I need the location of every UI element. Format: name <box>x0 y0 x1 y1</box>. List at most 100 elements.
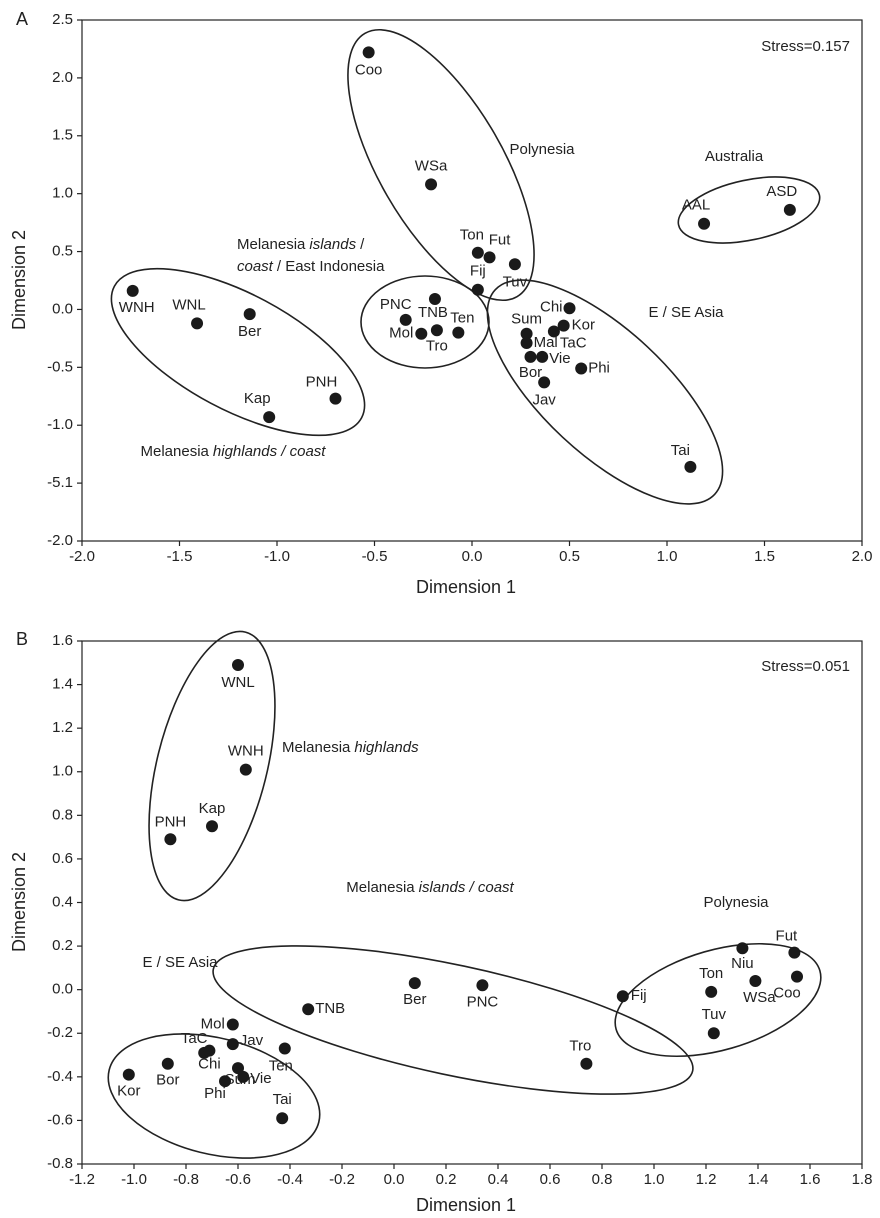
point-label: Coo <box>773 985 801 1002</box>
point-label: Ten <box>269 1057 293 1074</box>
group-ellipse <box>677 176 821 244</box>
point <box>232 1062 244 1075</box>
point <box>126 284 139 297</box>
y-tick-label: 1.6 <box>52 632 73 649</box>
x-tick-label: -0.6 <box>225 1171 251 1188</box>
point <box>263 411 276 424</box>
point-label: PNC <box>467 993 499 1010</box>
x-tick-label: -1.0 <box>264 548 290 565</box>
y-tick-label: 0.2 <box>52 937 73 954</box>
point <box>476 979 489 992</box>
point <box>408 977 421 990</box>
point <box>164 833 177 846</box>
group-label-part: / <box>360 236 365 253</box>
point-label: Tro <box>569 1038 591 1055</box>
group-label: Melanesia islands / coast <box>346 879 514 896</box>
x-tick-label: -0.8 <box>173 1171 199 1188</box>
y-tick-label: -0.4 <box>47 1068 73 1085</box>
point <box>483 251 496 264</box>
point-label: TNB <box>315 1000 345 1017</box>
point <box>237 1070 250 1083</box>
y-tick-label: 1.4 <box>52 676 73 693</box>
point <box>557 319 570 332</box>
group-ellipse <box>360 275 490 369</box>
point-label: Kor <box>572 317 595 334</box>
point <box>452 326 465 339</box>
y-tick-label: 0.8 <box>52 806 73 823</box>
point <box>239 763 252 776</box>
x-tick-label: 1.6 <box>800 1171 821 1188</box>
point <box>508 258 521 271</box>
point-label: AAL <box>682 197 710 214</box>
point <box>161 1057 174 1070</box>
x-axis-title: Dimension 1 <box>416 577 516 597</box>
point-label: Jav <box>240 1032 264 1049</box>
x-tick-label: 1.4 <box>748 1171 769 1188</box>
x-tick-label: 0.6 <box>540 1171 561 1188</box>
point-label: TaC <box>181 1030 208 1047</box>
group-label-part: coast <box>237 258 274 275</box>
y-tick-label: -0.2 <box>47 1024 73 1041</box>
group-label-part: / East Indonesia <box>277 258 385 275</box>
group-label-part: Melanesia <box>141 443 210 460</box>
group-label-part: highlands / coast <box>213 443 326 460</box>
point <box>471 246 484 259</box>
y-tick-label: 0.5 <box>52 243 73 260</box>
y-tick-label: -0.5 <box>47 358 73 375</box>
x-axis-title: Dimension 1 <box>416 1195 516 1215</box>
point-label: Ton <box>460 227 484 244</box>
point <box>736 942 749 955</box>
y-tick-label: 1.5 <box>52 127 73 144</box>
x-tick-label: -2.0 <box>69 548 95 565</box>
x-tick-label: -0.2 <box>329 1171 355 1188</box>
x-tick-label: -1.5 <box>167 548 193 565</box>
point <box>226 1038 239 1051</box>
point <box>536 350 549 363</box>
panel-label: A <box>16 9 28 29</box>
group-label-part: highlands <box>354 739 419 756</box>
point <box>788 946 801 959</box>
point-label: Phi <box>204 1085 226 1102</box>
group-ellipse <box>212 945 694 1095</box>
group-label: Polynesia <box>703 894 769 911</box>
point-label: Niu <box>731 955 754 972</box>
point <box>520 327 533 340</box>
y-tick-label: -5.1 <box>47 474 73 491</box>
point <box>362 46 375 59</box>
point-label: Kap <box>199 800 226 817</box>
point-label: PNC <box>380 296 412 313</box>
x-tick-label: 1.0 <box>657 548 678 565</box>
point-label: TNB <box>418 304 448 321</box>
point <box>428 293 441 306</box>
y-tick-label: -0.6 <box>47 1111 73 1128</box>
group-label: Australia <box>705 148 764 165</box>
group-label: E / SE Asia <box>142 954 218 971</box>
point-label: Tuv <box>702 1006 727 1023</box>
point-label: Tro <box>426 337 448 354</box>
point <box>191 317 204 330</box>
point-label: Chi <box>540 298 563 315</box>
point-label: Coo <box>355 61 383 78</box>
y-tick-label: -2.0 <box>47 532 73 549</box>
x-tick-label: 0.8 <box>592 1171 613 1188</box>
y-tick-label: 1.0 <box>52 763 73 780</box>
point <box>226 1018 239 1031</box>
group-ellipse <box>107 1033 321 1159</box>
group-ellipse <box>614 942 822 1058</box>
point <box>219 1075 231 1088</box>
point <box>520 337 533 350</box>
point-label: TaC <box>560 334 587 351</box>
y-tick-label: 1.2 <box>52 719 73 736</box>
y-tick-label: 0.4 <box>52 893 73 910</box>
group-ellipse <box>486 279 724 505</box>
x-tick-label: 0.0 <box>384 1171 405 1188</box>
point-label: Ber <box>238 323 261 340</box>
point-label: Jav <box>532 391 556 408</box>
point-label: Vie <box>250 1070 271 1087</box>
point-label: Bor <box>156 1072 179 1089</box>
x-tick-label: 0.2 <box>436 1171 457 1188</box>
point-label: ASD <box>766 183 797 200</box>
group-label: Melanesia islands / <box>237 236 365 253</box>
x-tick-label: 1.0 <box>644 1171 665 1188</box>
